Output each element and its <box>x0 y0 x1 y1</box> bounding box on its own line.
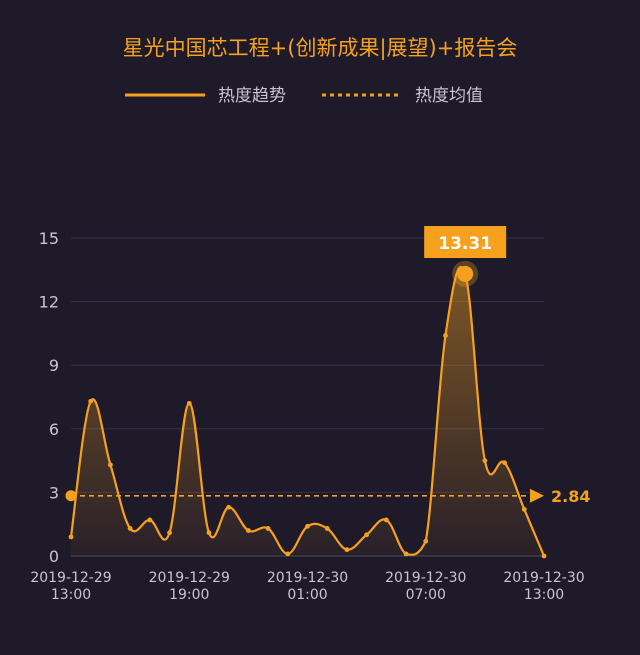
trend-point <box>423 538 429 544</box>
x-tick-date: 2019-12-30 <box>385 570 466 586</box>
trend-point <box>265 526 271 531</box>
trend-point <box>364 532 370 538</box>
x-tick-date: 2019-12-29 <box>30 570 111 586</box>
trend-point <box>127 526 133 531</box>
trend-point <box>245 528 251 533</box>
trend-point <box>226 504 232 510</box>
trend-point <box>403 551 409 557</box>
peak-value-label: 13.31 <box>438 234 492 254</box>
trend-point <box>502 460 507 466</box>
trend-point <box>68 534 74 540</box>
y-tick-label: 6 <box>49 420 59 439</box>
x-tick-time: 13:00 <box>51 587 91 603</box>
trend-point <box>186 400 192 406</box>
x-tick-time: 13:00 <box>524 587 564 603</box>
trend-point <box>443 333 448 338</box>
trend-point <box>167 530 172 536</box>
trend-point <box>285 551 291 557</box>
x-tick-time: 19:00 <box>169 587 209 603</box>
y-tick-label: 9 <box>49 356 59 375</box>
peak-label-box <box>424 226 507 258</box>
trend-point <box>344 547 350 553</box>
trend-point <box>324 526 330 531</box>
trend-point <box>482 458 488 463</box>
x-tick-time: 01:00 <box>287 587 327 603</box>
trend-area <box>71 266 544 556</box>
trend-point <box>88 398 94 404</box>
chart-title: 星光中国芯工程+(创新成果|展望)+报告会 <box>123 36 518 61</box>
x-tick-date: 2019-12-30 <box>267 570 348 586</box>
x-tick-date: 2019-12-29 <box>149 570 230 586</box>
y-tick-label: 15 <box>39 229 59 248</box>
mean-start-marker <box>65 490 77 502</box>
y-tick-label: 12 <box>39 293 59 312</box>
trend-point <box>305 523 310 529</box>
trend-point <box>383 517 389 523</box>
legend-label-mean: 热度均值 <box>415 86 483 106</box>
trend-point <box>521 506 527 512</box>
peak-marker <box>457 265 474 282</box>
trend-point <box>541 553 547 559</box>
x-tick-time: 07:00 <box>406 587 446 603</box>
mean-value-label: 2.84 <box>551 487 590 506</box>
mean-arrow-icon <box>530 488 544 503</box>
trend-point <box>108 462 113 468</box>
legend-label-trend: 热度趋势 <box>218 86 286 106</box>
y-tick-label: 0 <box>49 547 59 566</box>
trend-point <box>206 530 212 536</box>
y-tick-label: 3 <box>49 483 59 502</box>
trend-point <box>147 517 153 523</box>
x-tick-date: 2019-12-30 <box>503 570 584 586</box>
